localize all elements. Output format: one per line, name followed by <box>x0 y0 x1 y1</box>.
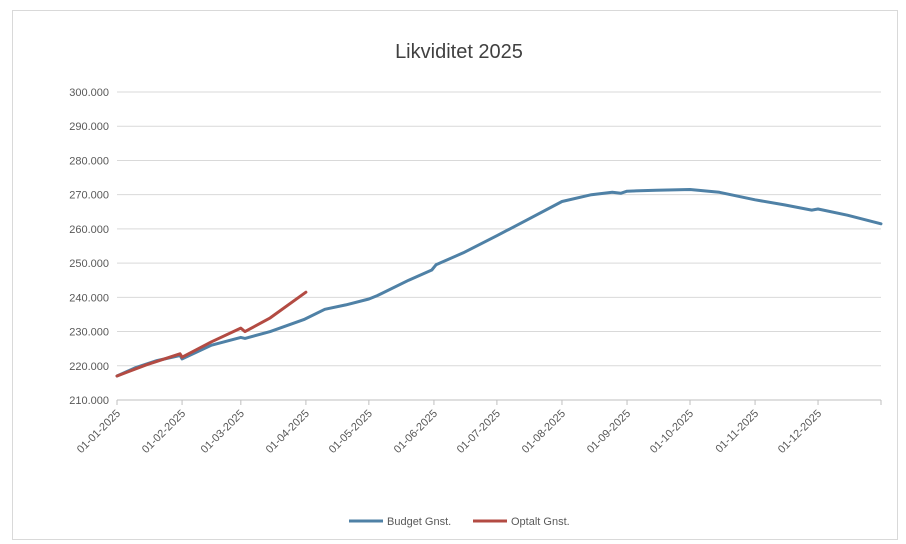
y-tick-label: 280.000 <box>69 155 109 167</box>
x-tick-label: 01-06-2025 <box>392 408 440 456</box>
y-tick-label: 270.000 <box>69 190 109 202</box>
y-tick-label: 240.000 <box>69 292 109 304</box>
gridlines <box>117 91 881 401</box>
x-axis: 01-01-2025 01-02-2025 01-03-2025 01-04-2025… <box>75 399 882 456</box>
y-axis-ticks: 210.000 220.000 230.000 240.000 250.000 260.0… <box>69 87 109 407</box>
y-tick-label: 300.000 <box>69 87 109 99</box>
line-chart: Likviditet 2025 210.000 220.000 230.000 240… <box>69 41 883 528</box>
y-tick-label: 250.000 <box>69 258 109 270</box>
y-tick-label: 210.000 <box>69 395 109 407</box>
y-tick-label: 260.000 <box>69 224 109 236</box>
x-tick-label: 01-03-2025 <box>199 408 247 456</box>
legend: Budget Gnst. Optalt Gnst. <box>349 516 570 528</box>
x-tick-label: 01-07-2025 <box>455 408 503 456</box>
series-line-1 <box>115 290 308 378</box>
chart-title: Likviditet 2025 <box>395 41 523 63</box>
x-tick-label: 01-08-2025 <box>520 408 568 456</box>
y-tick-label: 230.000 <box>69 327 109 339</box>
x-tick-label: 01-01-2025 <box>75 408 123 456</box>
y-tick-label: 220.000 <box>69 361 109 373</box>
series-line-0 <box>115 188 883 378</box>
legend-label: Optalt Gnst. <box>511 516 570 528</box>
x-tick-label: 01-11-2025 <box>713 408 761 456</box>
x-tick-label: 01-05-2025 <box>327 408 375 456</box>
chart-frame: Likviditet 2025 210.000 220.000 230.000 240… <box>12 10 898 540</box>
x-tick-label: 01-12-2025 <box>776 408 824 456</box>
series-lines <box>115 188 883 378</box>
legend-label: Budget Gnst. <box>387 516 451 528</box>
y-tick-label: 290.000 <box>69 121 109 133</box>
x-tick-label: 01-09-2025 <box>585 408 633 456</box>
x-tick-label: 01-10-2025 <box>648 408 696 456</box>
x-tick-label: 01-04-2025 <box>264 408 312 456</box>
x-tick-label: 01-02-2025 <box>140 408 188 456</box>
